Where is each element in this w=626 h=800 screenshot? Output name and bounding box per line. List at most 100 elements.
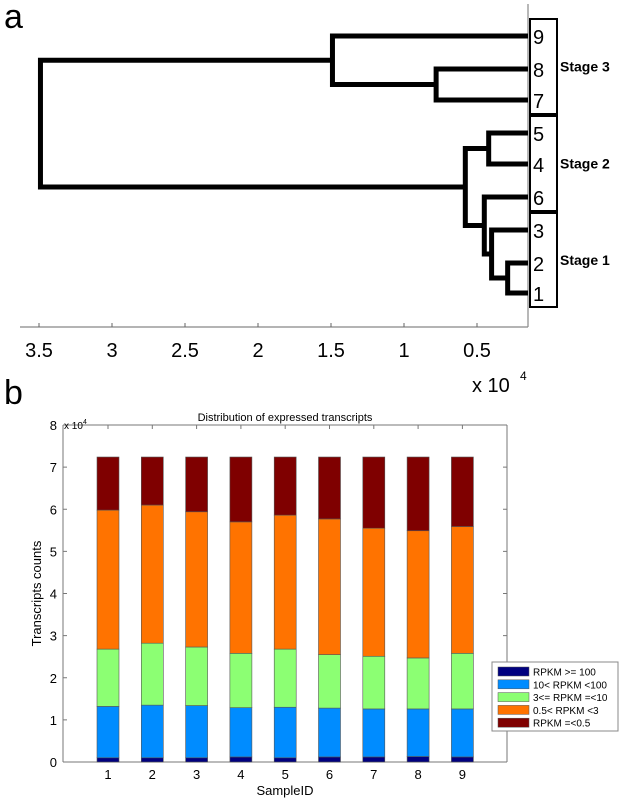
x-tick-label: 2.5: [171, 340, 199, 362]
bar-segment-1-sample-8: [406, 756, 430, 763]
bar-segment-1-sample-2: [141, 757, 164, 763]
bar-segment-3-sample-5: [273, 648, 297, 708]
bar-segment-3-sample-2: [141, 642, 164, 706]
legend-swatch: [497, 692, 530, 702]
leaf-label: 6: [533, 188, 544, 210]
x-tick-label: 6: [326, 767, 333, 782]
y-tick-label: 6: [50, 502, 57, 517]
legend-swatch: [497, 705, 530, 715]
bar-segment-2-sample-5: [273, 706, 297, 759]
legend-label: 0.5< RPKM <3: [533, 706, 599, 717]
leaf-label: 2: [533, 254, 544, 276]
bar-segment-4-sample-5: [273, 514, 297, 650]
x-multiplier-exponent: 4: [520, 369, 527, 383]
bar-segment-4-sample-2: [141, 504, 164, 644]
leaf-label: 7: [533, 91, 544, 113]
bar-segment-3-sample-1: [96, 648, 120, 707]
bar-segment-1-sample-7: [362, 756, 386, 763]
legend-label: 3<= RPKM =<10: [533, 693, 608, 704]
bar-segment-5-sample-3: [185, 456, 208, 513]
dendrogram-link-n6: [433, 66, 528, 103]
x-tick-label: 3.5: [25, 340, 53, 362]
bar-segment-1-sample-4: [229, 756, 253, 763]
x-tick-label: 1.5: [317, 340, 345, 362]
dendrogram-link-n3: [486, 130, 528, 167]
x-tick-label: 3: [193, 767, 200, 782]
bar-segment-2-sample-9: [451, 708, 474, 758]
y-tick-label: 2: [50, 671, 57, 686]
x-tick-label: 3: [106, 340, 117, 362]
bar-segment-5-sample-7: [362, 456, 386, 529]
leaf-label: 3: [533, 221, 544, 243]
bar-segment-5-sample-9: [451, 456, 474, 527]
bar-segment-5-sample-4: [229, 456, 253, 523]
x-tick-label: 2: [252, 340, 263, 362]
dendrogram-link-n1: [505, 260, 528, 296]
y-tick-label: 0: [50, 755, 57, 770]
stage-label: Stage 3: [560, 59, 610, 75]
bar-segment-1-sample-5: [273, 757, 297, 763]
bar-segment-2-sample-3: [185, 705, 208, 759]
x-tick-label: 1: [104, 767, 111, 782]
bar-segment-5-sample-1: [96, 456, 120, 511]
bar-segment-5-sample-6: [318, 456, 341, 520]
bar-segment-1-sample-6: [318, 756, 341, 763]
bar-segment-2-sample-7: [362, 708, 386, 758]
y-axis-title: Transcripts counts: [29, 540, 44, 646]
bar-segment-3-sample-4: [229, 653, 253, 708]
legend-label: RPKM >= 100: [533, 668, 596, 679]
bar-segment-4-sample-4: [229, 521, 253, 654]
legend-swatch: [497, 717, 530, 728]
bar-segment-3-sample-7: [362, 655, 386, 710]
bar-segment-3-sample-8: [406, 657, 430, 710]
x-tick-label: 9: [459, 767, 466, 782]
bar-segment-2-sample-6: [318, 707, 341, 758]
leaf-label: 9: [533, 27, 544, 49]
y-tick-label: 1: [50, 713, 57, 728]
legend-swatch: [497, 679, 530, 690]
bar-segment-1-sample-3: [185, 757, 208, 763]
x-tick-label: 7: [370, 767, 377, 782]
bar-segment-2-sample-4: [229, 707, 253, 758]
x-multiplier-label: x 10: [472, 375, 510, 397]
bar-segment-4-sample-9: [451, 526, 474, 654]
x-tick-label: 8: [414, 767, 421, 782]
dendrogram-panel: 3.5 3 2.5 2 1.5 1 0.5 x 10 4 Stage 3 Stage 2 Stage …: [20, 4, 610, 397]
bar-segment-2-sample-1: [96, 706, 120, 759]
bar-segment-4-sample-7: [362, 527, 386, 657]
y-multiplier-label: x 10: [64, 421, 83, 432]
y-tick-label: 3: [50, 629, 57, 644]
x-tick-label: 5: [282, 767, 289, 782]
dendrogram-link-root: [37, 57, 466, 190]
dendrogram-link-n7: [329, 33, 528, 87]
legend-label: RPKM =<0.5: [533, 719, 591, 730]
x-tick-label: 1: [398, 340, 409, 362]
x-tick-label: 4: [237, 767, 244, 782]
leaf-label: 4: [533, 155, 544, 177]
bar-segment-5-sample-8: [406, 456, 430, 532]
bar-segment-3-sample-6: [318, 654, 341, 709]
stage-box: [529, 115, 558, 212]
y-tick-label: 8: [50, 418, 57, 433]
bar-segment-1-sample-1: [96, 757, 120, 763]
bar-segment-4-sample-8: [406, 530, 430, 659]
bar-segment-3-sample-9: [451, 653, 474, 710]
leaf-label: 8: [533, 60, 544, 82]
bar-segment-4-sample-3: [185, 511, 208, 648]
bar-segment-5-sample-5: [273, 456, 297, 516]
x-axis-title: SampleID: [256, 783, 313, 798]
y-multiplier-exponent: 4: [83, 419, 87, 426]
chart-title: Distribution of expressed transcripts: [198, 412, 373, 424]
leaf-label: 5: [533, 124, 544, 146]
stage-box: [529, 212, 558, 308]
x-tick-label: 0.5: [463, 340, 491, 362]
x-tick-label: 2: [149, 767, 156, 782]
bar-segment-4-sample-6: [318, 518, 341, 655]
stage-label: Stage 2: [560, 156, 610, 172]
bar-segment-4-sample-1: [96, 509, 120, 650]
panel-label-a: a: [4, 0, 23, 36]
legend-label: 10< RPKM <100: [533, 680, 607, 691]
y-tick-label: 4: [50, 587, 57, 602]
